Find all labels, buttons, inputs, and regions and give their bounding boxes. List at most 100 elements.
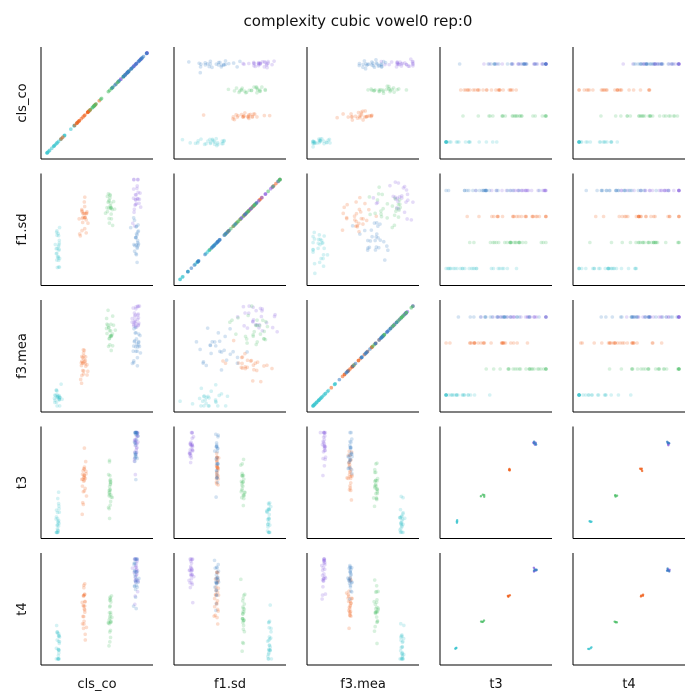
point-0 — [400, 657, 405, 661]
point-4 — [196, 259, 201, 264]
point-1 — [537, 214, 542, 219]
point-2 — [319, 563, 324, 568]
point-2 — [533, 62, 538, 66]
point-4 — [135, 245, 139, 249]
point-4 — [472, 315, 476, 319]
point-3 — [630, 367, 634, 371]
point-0 — [266, 530, 271, 535]
point-4 — [636, 188, 641, 193]
point-3 — [642, 240, 647, 245]
point-3 — [677, 367, 681, 371]
point-0 — [400, 514, 404, 518]
point-3 — [107, 621, 112, 626]
point-1 — [82, 585, 86, 590]
point-0 — [180, 275, 185, 279]
point-1 — [80, 228, 84, 233]
point-3 — [481, 493, 485, 496]
point-4 — [502, 315, 507, 319]
point-1 — [639, 595, 643, 598]
point-0 — [311, 234, 315, 239]
point-2 — [322, 430, 326, 435]
point-1 — [346, 453, 351, 458]
point-2 — [542, 188, 546, 193]
point-0 — [322, 234, 326, 238]
point-2 — [544, 62, 548, 66]
point-0 — [585, 140, 590, 144]
point-2 — [138, 191, 142, 195]
point-1 — [82, 478, 87, 482]
point-3 — [242, 493, 247, 498]
point-4 — [638, 188, 643, 193]
point-1 — [82, 465, 87, 469]
point-1 — [525, 341, 530, 345]
point-0 — [501, 266, 506, 271]
point-2 — [322, 437, 327, 442]
point-0 — [267, 643, 272, 648]
point-1 — [465, 88, 470, 92]
point-4 — [215, 446, 220, 451]
point-4 — [132, 243, 137, 248]
point-2 — [189, 430, 194, 435]
point-4 — [349, 445, 353, 450]
point-0 — [56, 530, 60, 535]
point-1 — [84, 494, 89, 498]
point-1 — [611, 341, 616, 345]
point-4 — [228, 352, 233, 357]
point-3 — [375, 479, 379, 483]
point-4 — [235, 355, 240, 360]
point-1 — [620, 214, 625, 219]
point-1 — [214, 451, 219, 456]
point-0 — [469, 266, 474, 271]
point-2 — [241, 61, 245, 66]
point-1 — [81, 369, 86, 373]
point-0 — [592, 266, 597, 271]
point-2 — [188, 451, 193, 456]
point-0 — [266, 648, 271, 653]
point-2 — [322, 557, 326, 561]
point-0 — [55, 510, 60, 515]
point-3 — [657, 367, 662, 371]
point-4 — [381, 239, 386, 244]
point-3 — [672, 114, 677, 118]
point-4 — [349, 590, 354, 594]
point-2 — [544, 62, 548, 66]
point-0 — [577, 140, 581, 144]
point-2 — [405, 192, 410, 197]
point-4 — [348, 439, 352, 444]
point-2 — [134, 450, 139, 455]
point-0 — [59, 382, 63, 386]
point-4 — [376, 224, 380, 229]
point-2 — [323, 457, 327, 462]
point-0 — [400, 517, 405, 521]
point-0 — [466, 393, 471, 397]
point-1 — [369, 113, 374, 118]
point-4 — [214, 468, 219, 473]
point-0 — [55, 657, 60, 661]
point-4 — [133, 572, 137, 577]
point-1 — [81, 351, 86, 355]
point-1 — [242, 114, 246, 118]
point-2 — [487, 62, 492, 66]
point-2 — [677, 188, 681, 193]
point-0 — [401, 530, 405, 535]
point-0 — [57, 241, 62, 245]
point-1 — [639, 214, 643, 219]
point-3 — [251, 332, 255, 337]
point-1 — [80, 355, 85, 360]
point-1 — [600, 88, 605, 92]
point-1 — [83, 364, 88, 369]
point-3 — [472, 240, 476, 245]
point-1 — [250, 379, 255, 383]
point-0 — [269, 657, 274, 661]
point-4 — [133, 325, 138, 330]
point-2 — [379, 59, 384, 64]
point-2 — [133, 565, 138, 570]
point-4 — [607, 188, 612, 193]
point-1 — [444, 341, 448, 345]
point-3 — [109, 201, 113, 205]
point-2 — [245, 326, 250, 330]
point-1 — [593, 214, 598, 219]
point-1 — [214, 585, 218, 589]
point-0 — [56, 244, 61, 249]
point-0 — [269, 626, 273, 631]
